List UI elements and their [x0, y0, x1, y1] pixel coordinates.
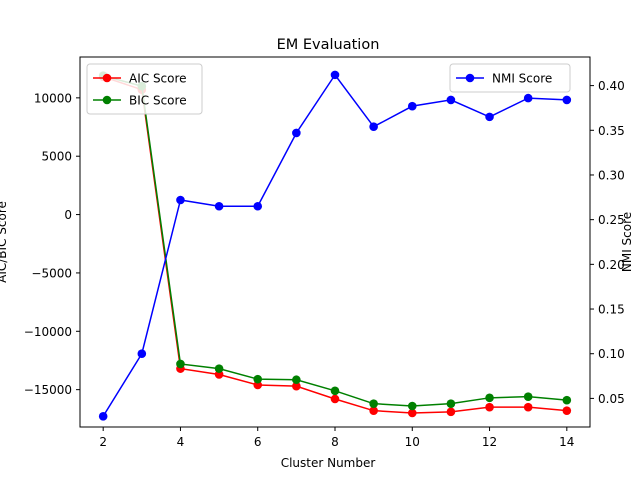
x-tick-label: 14	[559, 435, 574, 449]
y-right-tick-label: 0.30	[598, 168, 625, 182]
y-right-tick-label: 0.20	[598, 258, 625, 272]
x-tick-label: 2	[99, 435, 107, 449]
y-right-tick-label: 0.15	[598, 303, 625, 317]
bic-score-point	[562, 395, 572, 405]
bic-score-point	[446, 399, 456, 408]
x-tick-label: 4	[177, 435, 185, 449]
series-layer	[98, 70, 572, 421]
nmi-score-point	[485, 112, 494, 122]
y-right-tick-label: 0.05	[598, 392, 625, 406]
y-left-tick-label: −15000	[24, 383, 72, 397]
bic-score-point	[369, 399, 378, 408]
nmi-score-point	[176, 195, 185, 205]
bic-score-point	[523, 392, 533, 401]
nmi-score-point	[137, 349, 147, 359]
aic-score-point	[562, 406, 572, 415]
legend-left	[86, 63, 203, 115]
bic-score-point	[176, 359, 185, 369]
legend-marker	[102, 73, 112, 83]
legend-layer: AIC Score BIC Score NMI Score	[86, 63, 571, 115]
nmi-score-point	[523, 93, 533, 103]
aic-score-point	[330, 394, 340, 404]
x-tick-label: 12	[482, 435, 497, 449]
nmi-score-point	[214, 201, 224, 211]
x-tick-label: 10	[405, 435, 420, 449]
y-left-tick-label: 10000	[34, 91, 72, 105]
aic-score-point	[292, 381, 301, 391]
y-right-tick-label: 0.25	[598, 213, 625, 227]
bic-score-point	[330, 386, 340, 396]
aic-score-point	[485, 402, 494, 412]
nmi-score-point	[330, 70, 340, 80]
x-axis-label: Cluster Number	[281, 456, 376, 470]
bic-score-point	[292, 375, 301, 385]
nmi-score-point	[369, 122, 378, 132]
plot-frame	[79, 56, 591, 428]
aic-score-point	[446, 407, 456, 417]
x-tick-label: 6	[254, 435, 262, 449]
y-right-tick-label: 0.10	[598, 347, 625, 361]
legend-label: AIC Score	[129, 72, 187, 86]
legend-marker	[102, 95, 112, 105]
nmi-score-point	[407, 101, 417, 111]
y-left-tick-label: 5000	[41, 150, 72, 164]
y-axis-label-left: AIC/BIC Score	[0, 201, 9, 283]
bic-score-point	[214, 364, 224, 373]
y-left-tick-label: −10000	[24, 325, 72, 339]
nmi-score-point	[446, 95, 456, 105]
y-right-tick-label: 0.35	[598, 124, 625, 138]
legend-right	[449, 63, 571, 93]
bic-score-point	[407, 401, 417, 411]
legend-marker	[465, 73, 475, 83]
nmi-score-point	[253, 201, 263, 211]
y-left-tick-label: 0	[64, 208, 72, 222]
bic-score-point	[253, 374, 263, 384]
y-left-tick-label: −5000	[31, 266, 72, 280]
nmi-score-point	[562, 95, 572, 105]
legend-label: BIC Score	[129, 94, 187, 108]
y-axis-label-right: NMI Score	[620, 212, 634, 272]
nmi-score-point	[292, 128, 301, 138]
legend-label: NMI Score	[492, 72, 552, 86]
chart-title: EM Evaluation	[277, 37, 380, 53]
y-right-tick-label: 0.40	[598, 79, 625, 93]
nmi-score-point	[98, 411, 108, 421]
aic-score-point	[407, 408, 417, 418]
bic-score-point	[485, 393, 494, 403]
aic-score-point	[369, 406, 378, 415]
axes-layer: 2 4 6 8 10 12 14 −15000 −10000 −5000 0 5000 10000 0.0…	[24, 56, 625, 449]
x-tick-label: 8	[331, 435, 339, 449]
aic-score-point	[523, 402, 533, 412]
